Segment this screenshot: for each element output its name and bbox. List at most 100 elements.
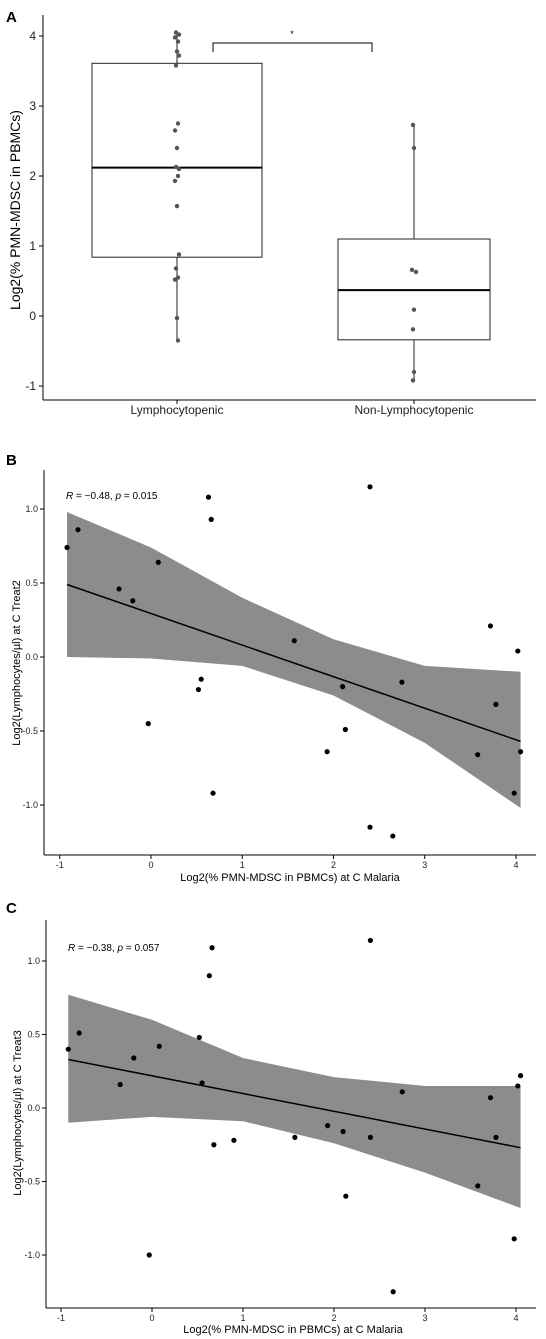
data-point bbox=[172, 277, 178, 282]
data-point bbox=[367, 824, 373, 830]
y-tick-label: 1.0 bbox=[27, 956, 40, 966]
y-tick-label: 0.0 bbox=[25, 652, 38, 662]
data-point bbox=[367, 484, 373, 490]
x-tick-label: 0 bbox=[149, 1313, 154, 1323]
r-value: = −0.48, bbox=[73, 491, 115, 502]
data-point bbox=[292, 1134, 298, 1140]
y-tick-label: -1.0 bbox=[22, 800, 38, 810]
x-tick-label: -1 bbox=[57, 1313, 65, 1323]
data-point bbox=[175, 121, 181, 126]
y-tick-label: -0.5 bbox=[22, 726, 38, 736]
data-point bbox=[146, 1252, 152, 1258]
p-value: = 0.015 bbox=[121, 491, 158, 502]
correlation-annotation: R = −0.48, p = 0.015 bbox=[66, 491, 158, 502]
data-point bbox=[475, 1183, 481, 1189]
data-point bbox=[493, 1134, 499, 1140]
data-point bbox=[176, 166, 182, 172]
data-point bbox=[409, 267, 415, 272]
data-point bbox=[410, 327, 416, 332]
y-ticks: -1.0 -0.5 0.0 0.5 1.0 bbox=[22, 504, 44, 810]
y-tick-label: -1.0 bbox=[24, 1250, 40, 1260]
data-point bbox=[175, 39, 181, 44]
boxes bbox=[91, 32, 491, 381]
data-point bbox=[205, 494, 212, 500]
x-axis-title: Log2(% PMN-MDSC in PBMCs) at C Malaria bbox=[180, 872, 400, 884]
data-point bbox=[156, 1043, 162, 1049]
data-point bbox=[517, 1073, 524, 1079]
data-point bbox=[173, 63, 179, 68]
data-point bbox=[411, 145, 417, 151]
box bbox=[91, 62, 263, 258]
data-point bbox=[324, 749, 330, 755]
data-point bbox=[174, 49, 180, 54]
points bbox=[172, 30, 419, 383]
y-tick-label: 3 bbox=[29, 99, 36, 113]
data-point bbox=[130, 598, 136, 604]
data-point bbox=[211, 1142, 217, 1148]
data-point bbox=[174, 315, 180, 321]
data-point bbox=[367, 937, 373, 944]
data-point bbox=[65, 1046, 71, 1052]
r-symbol: R bbox=[66, 491, 73, 502]
data-point bbox=[413, 269, 419, 275]
y-tick-label: 0 bbox=[29, 309, 36, 323]
data-point bbox=[175, 173, 181, 179]
data-point bbox=[174, 203, 180, 209]
regression-line bbox=[66, 583, 521, 743]
data-point bbox=[291, 638, 297, 644]
data-point bbox=[198, 676, 204, 682]
data-point bbox=[399, 679, 405, 685]
y-tick-label: -0.5 bbox=[24, 1177, 40, 1187]
panel-b: B -1.0 -0.5 0.0 0.5 1.0 -1 0 1 2 3 4 Log2(Lymphoc… bbox=[6, 452, 536, 884]
significance-bracket: * bbox=[212, 29, 373, 52]
x-ticks: Lymphocytopenic Non-Lymphocytopenic bbox=[131, 400, 474, 417]
regression-line bbox=[68, 1058, 521, 1149]
data-point bbox=[511, 1236, 517, 1242]
y-ticks: -1 0 1 2 3 4 bbox=[25, 29, 43, 393]
data-point bbox=[131, 1055, 137, 1061]
y-axis-title: Log2(% PMN-MDSC in PBMCs) bbox=[7, 110, 23, 310]
data-point bbox=[515, 1083, 521, 1089]
x-tick-label: 4 bbox=[513, 1313, 518, 1323]
x-tick-label: 0 bbox=[148, 860, 153, 870]
data-point bbox=[206, 973, 212, 979]
data-point bbox=[176, 252, 182, 257]
confidence-band bbox=[68, 994, 521, 1208]
plot-area bbox=[65, 937, 524, 1295]
data-point bbox=[231, 1137, 237, 1143]
data-point bbox=[172, 178, 178, 184]
panel-label-b: B bbox=[6, 452, 17, 469]
y-tick-label: 4 bbox=[29, 29, 36, 43]
p-value: = 0.057 bbox=[123, 943, 160, 954]
p-symbol: p bbox=[115, 491, 122, 502]
data-point bbox=[410, 122, 416, 128]
data-point bbox=[75, 527, 81, 533]
data-point bbox=[176, 53, 182, 58]
y-tick-label: 2 bbox=[29, 169, 36, 183]
data-point bbox=[176, 32, 182, 37]
y-tick-label: 0.0 bbox=[27, 1103, 40, 1113]
x-tick-label: Non-Lymphocytopenic bbox=[355, 403, 474, 417]
data-point bbox=[487, 623, 494, 629]
x-tick-label: 1 bbox=[240, 860, 245, 870]
x-tick-label: -1 bbox=[56, 860, 64, 870]
x-tick-label: 1 bbox=[240, 1313, 245, 1323]
plot-area bbox=[64, 484, 524, 839]
data-point bbox=[515, 648, 521, 654]
y-tick-label: -1 bbox=[25, 379, 36, 393]
data-point bbox=[175, 338, 181, 343]
data-point bbox=[475, 752, 481, 758]
confidence-band bbox=[67, 511, 521, 808]
y-ticks: -1.0 -0.5 0.0 0.5 1.0 bbox=[24, 956, 46, 1260]
data-point bbox=[196, 1034, 202, 1041]
r-symbol: R bbox=[68, 943, 75, 954]
correlation-annotation: R = −0.38, p = 0.057 bbox=[68, 943, 160, 954]
data-point bbox=[411, 369, 417, 375]
x-tick-label: Lymphocytopenic bbox=[131, 403, 224, 417]
y-tick-label: 0.5 bbox=[27, 1030, 40, 1040]
y-tick-label: 1 bbox=[29, 239, 36, 253]
x-ticks: -1 0 1 2 3 4 bbox=[57, 1308, 519, 1323]
data-point bbox=[343, 1193, 349, 1199]
data-point bbox=[116, 586, 122, 592]
